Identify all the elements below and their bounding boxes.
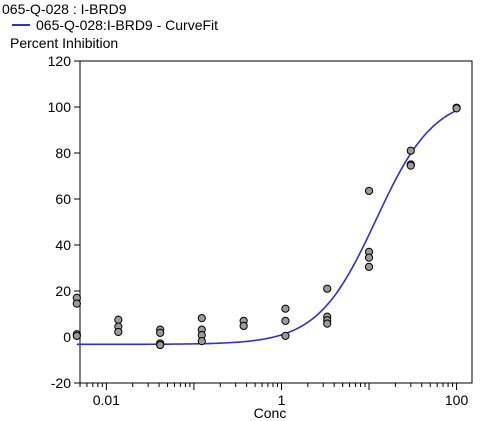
data-point xyxy=(323,284,332,293)
legend-entry-curve: 065-Q-028:I-BRD9 - CurveFit xyxy=(12,17,218,33)
curve-fit-layer xyxy=(76,109,457,346)
y-tick-label: 40 xyxy=(55,237,71,253)
plot-frame xyxy=(79,60,473,384)
data-point xyxy=(364,186,374,196)
data-point xyxy=(72,331,81,340)
x-tick-label: 0.01 xyxy=(93,392,120,408)
data-point xyxy=(281,316,290,325)
data-point xyxy=(197,314,206,323)
data-point xyxy=(114,327,123,337)
data-point xyxy=(406,161,415,170)
data-point xyxy=(239,321,248,331)
y-tick-label: 0 xyxy=(63,329,71,345)
x-tick-label: 1 xyxy=(278,392,286,408)
curve-fit-line xyxy=(76,109,457,346)
y-tick-label: -20 xyxy=(51,375,71,391)
data-point xyxy=(281,304,290,313)
data-point xyxy=(156,340,165,350)
data-point xyxy=(156,328,165,337)
y-tick-label: 100 xyxy=(48,99,72,115)
data-point xyxy=(72,299,81,308)
data-point xyxy=(364,253,374,262)
data-point xyxy=(114,315,123,324)
legend-line-swatch xyxy=(12,24,30,26)
x-tick-label: 100 xyxy=(445,392,469,408)
y-tick-label: 60 xyxy=(55,191,71,207)
data-point xyxy=(364,262,374,271)
y-tick-label: 80 xyxy=(55,145,71,161)
y-tick-label: 20 xyxy=(55,283,71,299)
data-point xyxy=(406,146,415,155)
data-point xyxy=(452,104,461,113)
x-axis-label: Conc xyxy=(254,405,287,421)
data-points-layer xyxy=(72,103,461,350)
y-axis-label: Percent Inhibition xyxy=(10,35,119,51)
x-axis: 0.01 1 100 xyxy=(79,383,469,408)
data-point xyxy=(281,331,290,340)
y-axis: -20 0 20 40 60 80 100 120 xyxy=(48,53,80,391)
data-point xyxy=(197,337,206,346)
data-point xyxy=(323,319,332,328)
y-tick-label: 120 xyxy=(48,53,72,69)
legend-entry-curve-label: 065-Q-028:I-BRD9 - CurveFit xyxy=(36,17,219,33)
legend-entry-points: 065-Q-028 : I-BRD9 xyxy=(2,1,127,17)
